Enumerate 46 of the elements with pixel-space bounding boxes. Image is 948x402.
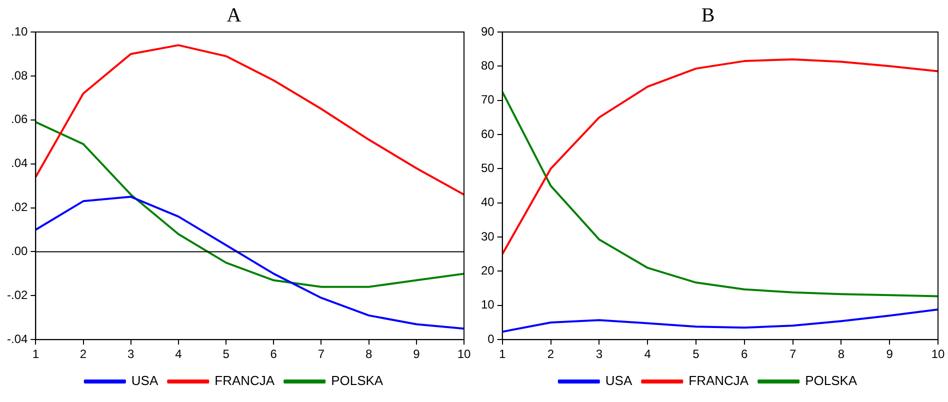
legend-label: POLSKA bbox=[805, 373, 858, 388]
legend-label: FRANCJA bbox=[214, 373, 275, 388]
y-tick-label: .04 bbox=[10, 156, 28, 170]
y-tick-label: 90 bbox=[480, 24, 495, 38]
y-tick-label: 10 bbox=[480, 298, 495, 312]
x-tick-label: 9 bbox=[886, 347, 894, 362]
y-tick-label: 70 bbox=[480, 92, 495, 107]
y-tick-label: .00 bbox=[10, 244, 28, 258]
x-tick-label: 6 bbox=[741, 347, 748, 362]
x-tick-label: 8 bbox=[838, 347, 845, 362]
x-tick-label: 10 bbox=[457, 347, 471, 362]
y-tick-label: .08 bbox=[10, 68, 28, 82]
y-tick-label: 80 bbox=[480, 58, 495, 72]
y-tick-label: -.04 bbox=[6, 332, 28, 346]
y-tick-label: .02 bbox=[10, 200, 28, 214]
x-tick-label: 9 bbox=[413, 347, 420, 362]
y-tick-label: .10 bbox=[10, 24, 28, 38]
x-tick-label: 2 bbox=[547, 347, 554, 362]
y-tick-label: 0 bbox=[488, 332, 495, 346]
x-tick-label: 10 bbox=[931, 347, 945, 362]
legend-label: USA bbox=[605, 373, 632, 388]
x-tick-label: 8 bbox=[365, 347, 372, 362]
x-tick-label: 6 bbox=[270, 347, 278, 362]
chart-title: B bbox=[701, 4, 715, 26]
x-tick-label: 2 bbox=[80, 347, 87, 362]
legend-label: USA bbox=[131, 373, 158, 388]
x-tick-label: 5 bbox=[692, 347, 700, 362]
chart-title: A bbox=[226, 4, 242, 26]
x-tick-label: 3 bbox=[128, 347, 135, 362]
x-tick-label: 5 bbox=[222, 347, 230, 362]
y-tick-label: 40 bbox=[480, 195, 495, 210]
legend-label: FRANCJA bbox=[688, 373, 749, 388]
y-tick-label: 20 bbox=[480, 264, 495, 278]
y-tick-label: 50 bbox=[480, 161, 495, 176]
x-tick-label: 1 bbox=[499, 347, 506, 362]
x-tick-label: 3 bbox=[596, 347, 603, 362]
y-tick-label: .06 bbox=[10, 112, 28, 126]
x-tick-label: 4 bbox=[175, 347, 182, 362]
legend-label: POLSKA bbox=[331, 373, 384, 388]
x-tick-label: 4 bbox=[644, 347, 652, 362]
x-tick-label: 7 bbox=[318, 347, 325, 362]
x-tick-label: 1 bbox=[32, 347, 40, 362]
y-tick-label: 60 bbox=[480, 126, 495, 141]
x-tick-label: 7 bbox=[789, 347, 796, 362]
y-tick-label: 30 bbox=[480, 229, 495, 244]
y-tick-label: -.02 bbox=[6, 288, 28, 302]
